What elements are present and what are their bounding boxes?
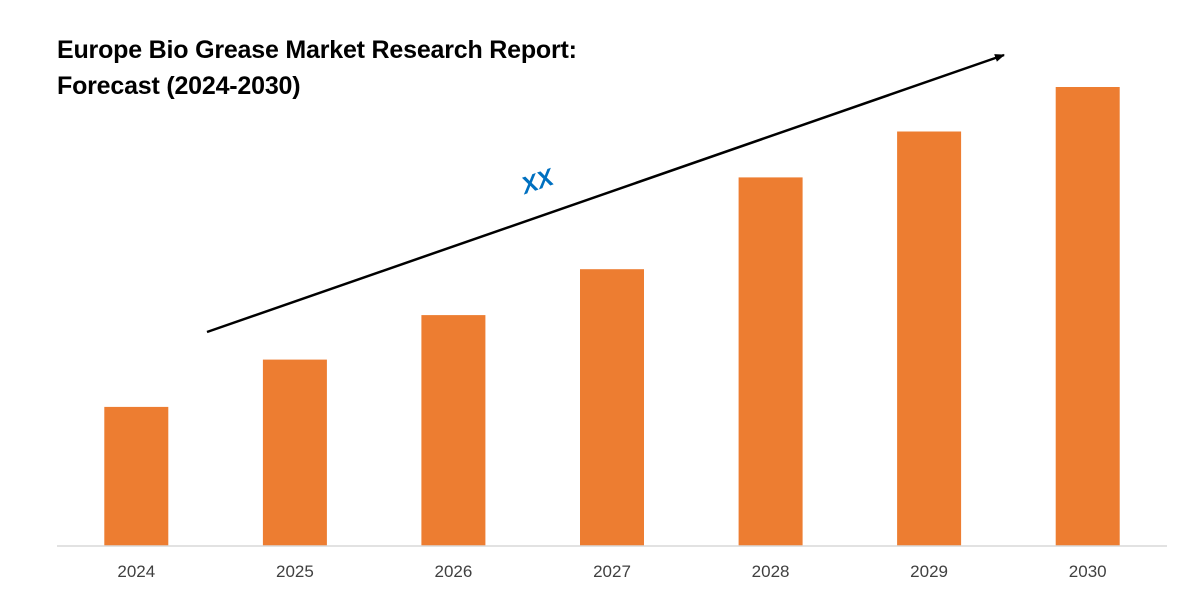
chart-title: Europe Bio Grease Market Research Report… [57, 32, 577, 104]
x-tick-label-2027: 2027 [593, 562, 631, 581]
trend-arrow [206, 53, 1005, 334]
x-tick-label-2030: 2030 [1069, 562, 1107, 581]
bar-2026 [421, 315, 486, 546]
chart-title-line-1: Europe Bio Grease Market Research Report… [57, 36, 577, 64]
trend-label: XX [516, 163, 559, 200]
bar-2028 [738, 177, 803, 546]
bar-2024 [104, 406, 169, 546]
bar-2025 [262, 359, 327, 546]
x-tick-label-2026: 2026 [434, 562, 472, 581]
bar-2030 [1055, 87, 1120, 546]
chart-title-line-2: Forecast (2024-2030) [57, 72, 301, 100]
x-tick-label-2024: 2024 [117, 562, 155, 581]
x-axis-tick-labels: 2024 2025 2026 2027 2028 2029 2030 [117, 562, 1106, 581]
x-tick-label-2028: 2028 [752, 562, 790, 581]
x-tick-label-2029: 2029 [910, 562, 948, 581]
bars-layer [104, 87, 1120, 546]
bar-2027 [580, 269, 644, 546]
bar-2029 [897, 131, 962, 546]
x-tick-label-2025: 2025 [276, 562, 314, 581]
